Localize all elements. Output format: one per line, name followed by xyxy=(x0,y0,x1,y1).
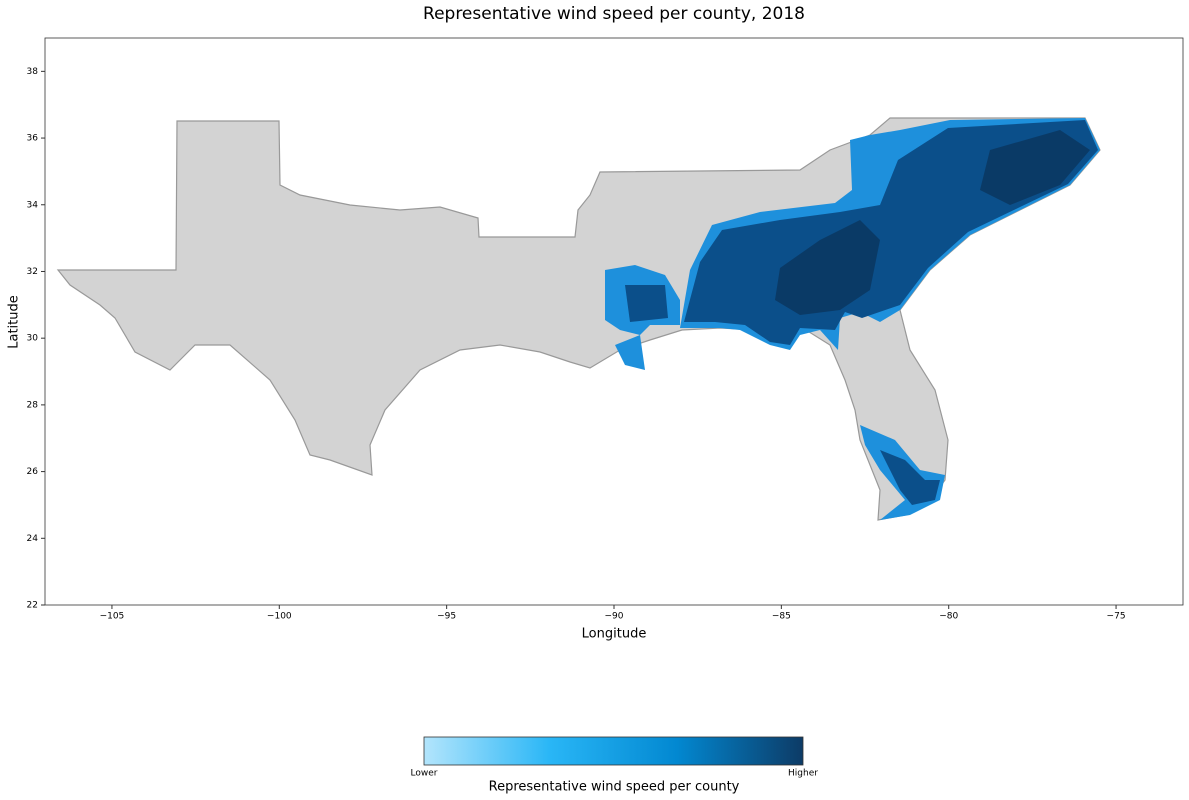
x-tick-label: −75 xyxy=(1107,612,1126,622)
y-tick-label: 34 xyxy=(27,200,39,210)
y-axis-label: Latitude xyxy=(7,295,22,349)
y-tick-label: 30 xyxy=(27,334,39,344)
x-tick-label: −95 xyxy=(437,612,456,622)
y-tick-label: 22 xyxy=(27,601,38,611)
y-tick-label: 28 xyxy=(27,400,39,410)
x-axis-label: Longitude xyxy=(582,627,647,642)
y-tick-label: 24 xyxy=(27,534,39,544)
map xyxy=(56,117,1101,521)
y-tick-label: 36 xyxy=(27,134,39,144)
x-tick-label: −80 xyxy=(939,612,958,622)
x-tick-label: −90 xyxy=(605,612,624,622)
x-tick-label: −100 xyxy=(267,612,292,622)
chart-title: Representative wind speed per county, 20… xyxy=(423,4,805,24)
colorbar-label-high: Higher xyxy=(788,769,818,779)
region-florida-dark xyxy=(880,450,940,505)
x-tick-label: −105 xyxy=(100,612,125,622)
colorbar xyxy=(423,736,804,766)
region-darkest xyxy=(775,130,1090,315)
y-tick-label: 26 xyxy=(27,467,39,477)
axes: −105 −100 −95 −90 −85 −80 −75 22 24 26 28 30 32 34 36 3… xyxy=(27,67,1126,622)
y-tick-label: 38 xyxy=(27,67,39,77)
x-tick-label: −85 xyxy=(772,612,791,622)
y-tick-label: 32 xyxy=(27,267,38,277)
colorbar-label-low: Lower xyxy=(411,769,438,779)
colorbar-title: Representative wind speed per county xyxy=(489,780,740,795)
region-louisiana-dark xyxy=(625,285,668,322)
